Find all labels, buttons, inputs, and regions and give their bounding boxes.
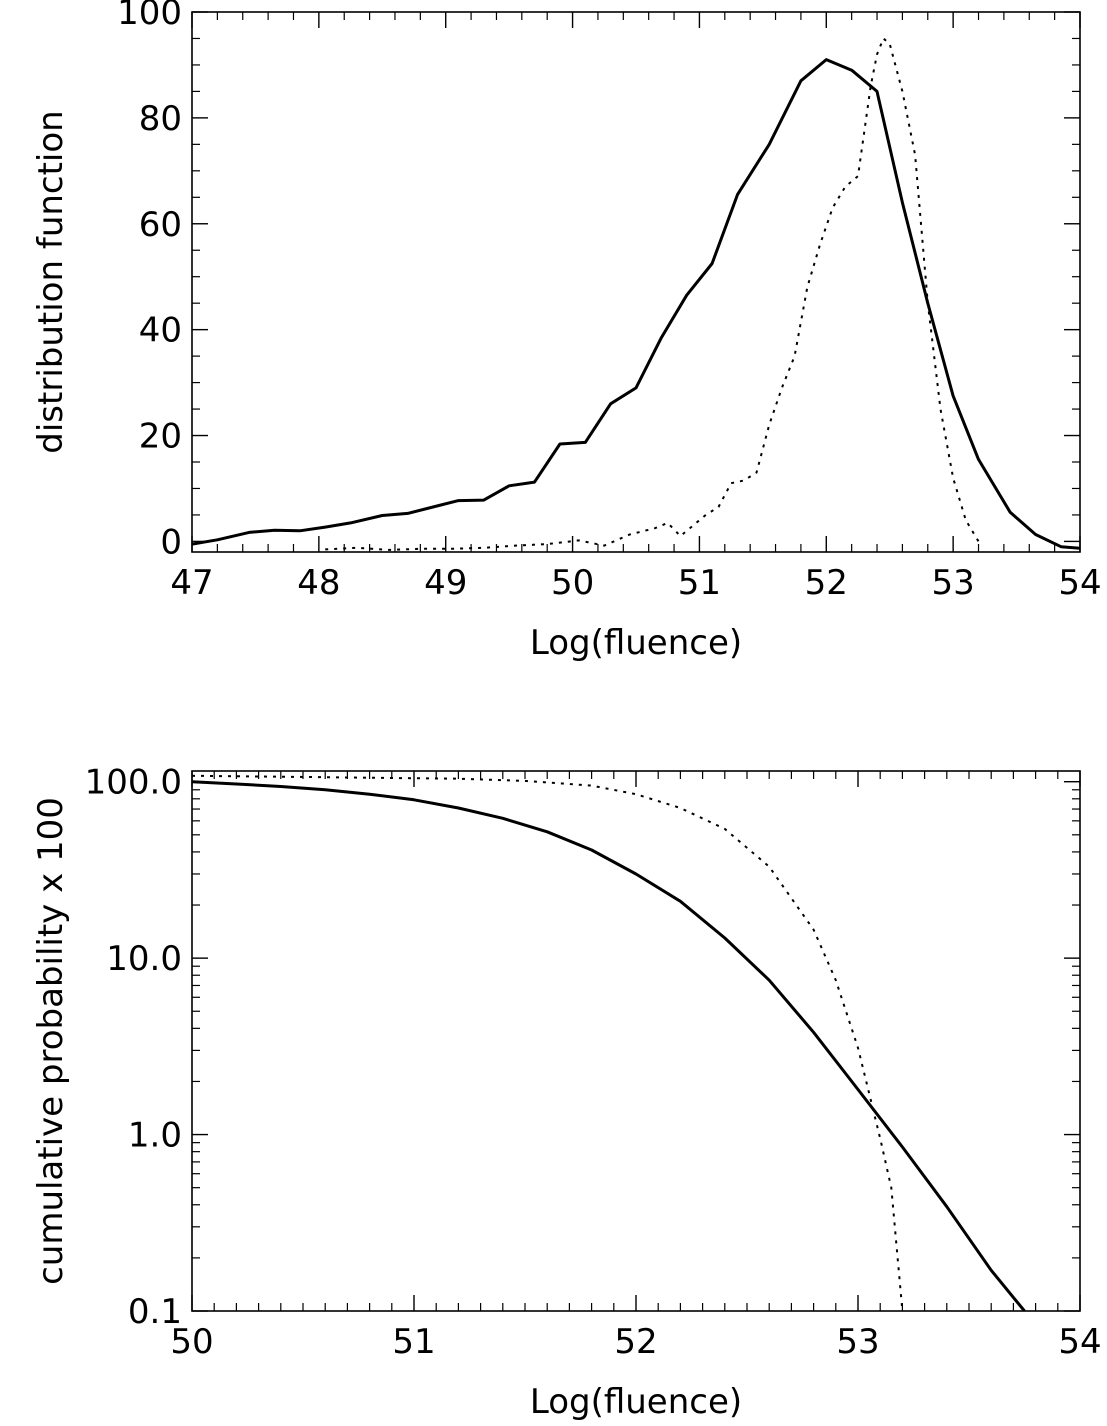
x-tick-label: 47 bbox=[170, 563, 213, 603]
y-axis-title: distribution function bbox=[31, 110, 71, 453]
plot-frame bbox=[191, 770, 1081, 1312]
y-tick-label: 40 bbox=[139, 311, 182, 351]
y-tick-label: 60 bbox=[139, 205, 182, 245]
y-axis-title: cumulative probability x 100 bbox=[31, 797, 71, 1285]
plot-frame bbox=[191, 11, 1081, 553]
x-axis-title: Log(fluence) bbox=[530, 1382, 742, 1422]
y-tick-label: 80 bbox=[139, 99, 182, 139]
x-tick-label: 52 bbox=[805, 563, 848, 603]
x-tick-label: 50 bbox=[551, 563, 594, 603]
series-line-solid bbox=[192, 780, 1026, 1311]
x-tick-label: 52 bbox=[614, 1322, 657, 1362]
series-line-dotted bbox=[325, 37, 980, 551]
x-tick-label: 51 bbox=[392, 1322, 435, 1362]
x-tick-label: 51 bbox=[678, 563, 721, 603]
y-tick-label: 0.1 bbox=[128, 1292, 182, 1332]
y-tick-label: 1.0 bbox=[128, 1116, 182, 1156]
chart-panel-1: 47 48 49 50 51 52 53 54 0 20 40 60 80 100 Log(fluence)… bbox=[31, 0, 1102, 663]
series-line-solid bbox=[192, 58, 1080, 550]
y-tick-label: 100 bbox=[117, 0, 182, 33]
x-tick-label: 54 bbox=[1058, 563, 1101, 603]
y-tick-label: 20 bbox=[139, 417, 182, 457]
series-line-dotted bbox=[192, 774, 904, 1311]
y-tick-label: 0 bbox=[160, 522, 182, 562]
x-tick-label: 49 bbox=[424, 563, 467, 603]
chart-panel-2: 50 51 52 53 54 0.1 1.0 10.0 100.0 Log(fluence) cum… bbox=[31, 763, 1102, 1422]
x-tick-label: 53 bbox=[836, 1322, 879, 1362]
x-tick-label: 48 bbox=[297, 563, 340, 603]
x-tick-label: 50 bbox=[170, 1322, 213, 1362]
x-axis-title: Log(fluence) bbox=[530, 623, 742, 663]
y-tick-label: 100.0 bbox=[85, 763, 182, 803]
x-tick-label: 53 bbox=[932, 563, 975, 603]
y-tick-label: 10.0 bbox=[106, 939, 182, 979]
x-tick-label: 54 bbox=[1058, 1322, 1101, 1362]
